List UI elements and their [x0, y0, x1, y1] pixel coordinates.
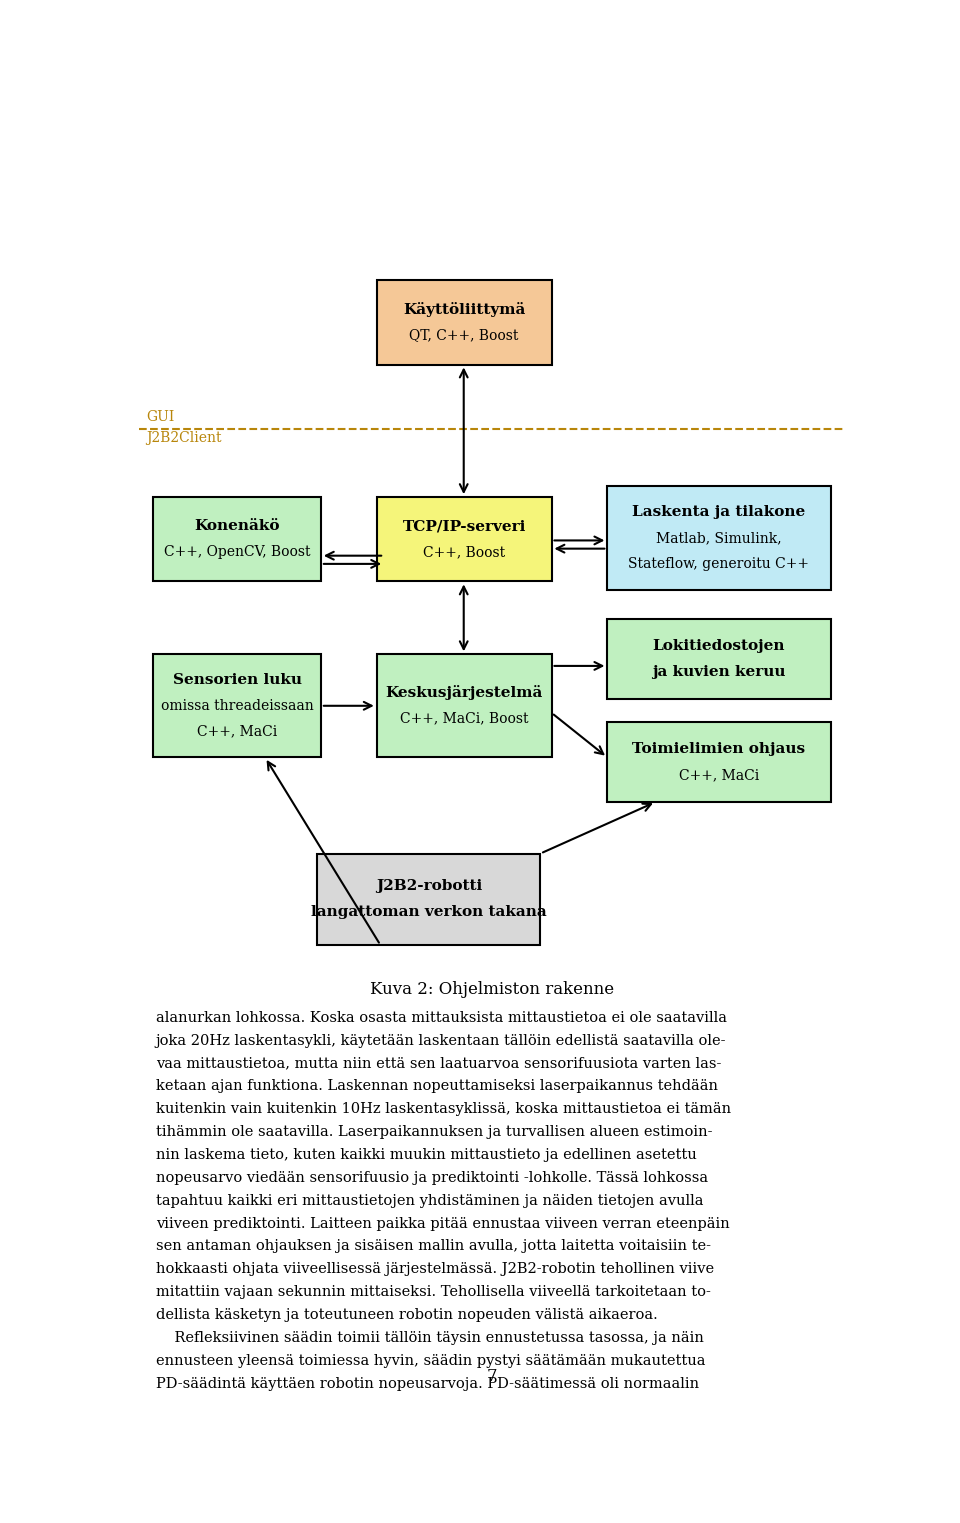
Text: dellista käsketyn ja toteutuneen robotin nopeuden välistä aikaeroa.: dellista käsketyn ja toteutuneen robotin…	[156, 1308, 658, 1322]
FancyBboxPatch shape	[154, 655, 321, 757]
Text: mitattiin vajaan sekunnin mittaiseksi. Tehollisella viiveellä tarkoitetaan to-: mitattiin vajaan sekunnin mittaiseksi. T…	[156, 1285, 710, 1299]
FancyBboxPatch shape	[608, 722, 830, 803]
Text: C++, OpenCV, Boost: C++, OpenCV, Boost	[164, 545, 310, 559]
Text: C++, MaCi: C++, MaCi	[197, 725, 277, 739]
Text: Lokitiedostojen: Lokitiedostojen	[653, 640, 785, 653]
Text: Sensorien luku: Sensorien luku	[173, 673, 301, 687]
Text: sen antaman ohjauksen ja sisäisen mallin avulla, jotta laitetta voitaisiin te-: sen antaman ohjauksen ja sisäisen mallin…	[156, 1240, 710, 1253]
Text: TCP/IP-serveri: TCP/IP-serveri	[402, 519, 526, 533]
Text: Refleksiivinen säädin toimii tällöin täysin ennustetussa tasossa, ja näin: Refleksiivinen säädin toimii tällöin täy…	[156, 1331, 704, 1345]
Text: nin laskema tieto, kuten kaikki muukin mittaustieto ja edellinen asetettu: nin laskema tieto, kuten kaikki muukin m…	[156, 1148, 696, 1162]
Text: Keskusjärjestelmä: Keskusjärjestelmä	[385, 685, 542, 701]
FancyBboxPatch shape	[317, 853, 540, 944]
Text: 7: 7	[487, 1368, 497, 1384]
Text: nopeusarvo viedään sensorifuusio ja prediktointi -lohkolle. Tässä lohkossa: nopeusarvo viedään sensorifuusio ja pred…	[156, 1171, 708, 1185]
Text: Laskenta ja tilakone: Laskenta ja tilakone	[633, 506, 805, 519]
Text: viiveen prediktointi. Laitteen paikka pitää ennustaa viiveen verran eteenpäin: viiveen prediktointi. Laitteen paikka pi…	[156, 1217, 730, 1231]
FancyBboxPatch shape	[608, 618, 830, 699]
Text: vaa mittaustietoa, mutta niin että sen laatuarvoa sensorifuusiota varten las-: vaa mittaustietoa, mutta niin että sen l…	[156, 1057, 721, 1071]
Text: J2B2-robotti: J2B2-robotti	[375, 879, 482, 894]
Text: Stateflow, generoitu C++: Stateflow, generoitu C++	[629, 557, 809, 571]
Text: C++, Boost: C++, Boost	[423, 545, 505, 559]
FancyBboxPatch shape	[154, 496, 321, 582]
Text: QT, C++, Boost: QT, C++, Boost	[409, 329, 518, 343]
Text: C++, MaCi, Boost: C++, MaCi, Boost	[400, 711, 528, 725]
Text: alanurkan lohkossa. Koska osasta mittauksista mittaustietoa ei ole saatavilla: alanurkan lohkossa. Koska osasta mittauk…	[156, 1011, 727, 1025]
Text: tapahtuu kaikki eri mittaustietojen yhdistäminen ja näiden tietojen avulla: tapahtuu kaikki eri mittaustietojen yhdi…	[156, 1194, 704, 1208]
Text: joka 20Hz laskentasykli, käytetään laskentaan tällöin edellistä saatavilla ole-: joka 20Hz laskentasykli, käytetään laske…	[156, 1034, 726, 1048]
FancyBboxPatch shape	[376, 655, 551, 757]
Text: Kuva 2: Ohjelmiston rakenne: Kuva 2: Ohjelmiston rakenne	[370, 981, 614, 998]
Text: GUI: GUI	[146, 410, 175, 425]
FancyBboxPatch shape	[376, 496, 551, 582]
FancyBboxPatch shape	[608, 486, 830, 589]
FancyBboxPatch shape	[376, 280, 551, 364]
Text: PD-säädintä käyttäen robotin nopeusarvoja. PD-säätimessä oli normaalin: PD-säädintä käyttäen robotin nopeusarvoj…	[156, 1377, 699, 1390]
Text: kuitenkin vain kuitenkin 10Hz laskentasyklissä, koska mittaustietoa ei tämän: kuitenkin vain kuitenkin 10Hz laskentasy…	[156, 1103, 731, 1116]
Text: tihämmin ole saatavilla. Laserpaikannuksen ja turvallisen alueen estimoin-: tihämmin ole saatavilla. Laserpaikannuks…	[156, 1125, 712, 1139]
Text: Matlab, Simulink,: Matlab, Simulink,	[656, 532, 781, 545]
Text: omissa threadeissaan: omissa threadeissaan	[161, 699, 314, 713]
Text: langattoman verkon takana: langattoman verkon takana	[311, 905, 546, 920]
Text: ja kuvien keruu: ja kuvien keruu	[652, 664, 785, 679]
Text: J2B2Client: J2B2Client	[146, 431, 222, 445]
Text: hokkaasti ohjata viiveellisessä järjestelmässä. J2B2-robotin tehollinen viive: hokkaasti ohjata viiveellisessä järjeste…	[156, 1263, 714, 1276]
Text: Toimielimien ohjaus: Toimielimien ohjaus	[633, 742, 805, 757]
Text: C++, MaCi: C++, MaCi	[679, 768, 759, 781]
Text: Käyttöliittymä: Käyttöliittymä	[403, 302, 525, 317]
Text: Konenäkö: Konenäkö	[195, 519, 280, 533]
Text: ennusteen yleensä toimiessa hyvin, säädin pystyi säätämään mukautettua: ennusteen yleensä toimiessa hyvin, säädi…	[156, 1354, 706, 1368]
Text: ketaan ajan funktiona. Laskennan nopeuttamiseksi laserpaikannus tehdään: ketaan ajan funktiona. Laskennan nopeutt…	[156, 1080, 718, 1094]
